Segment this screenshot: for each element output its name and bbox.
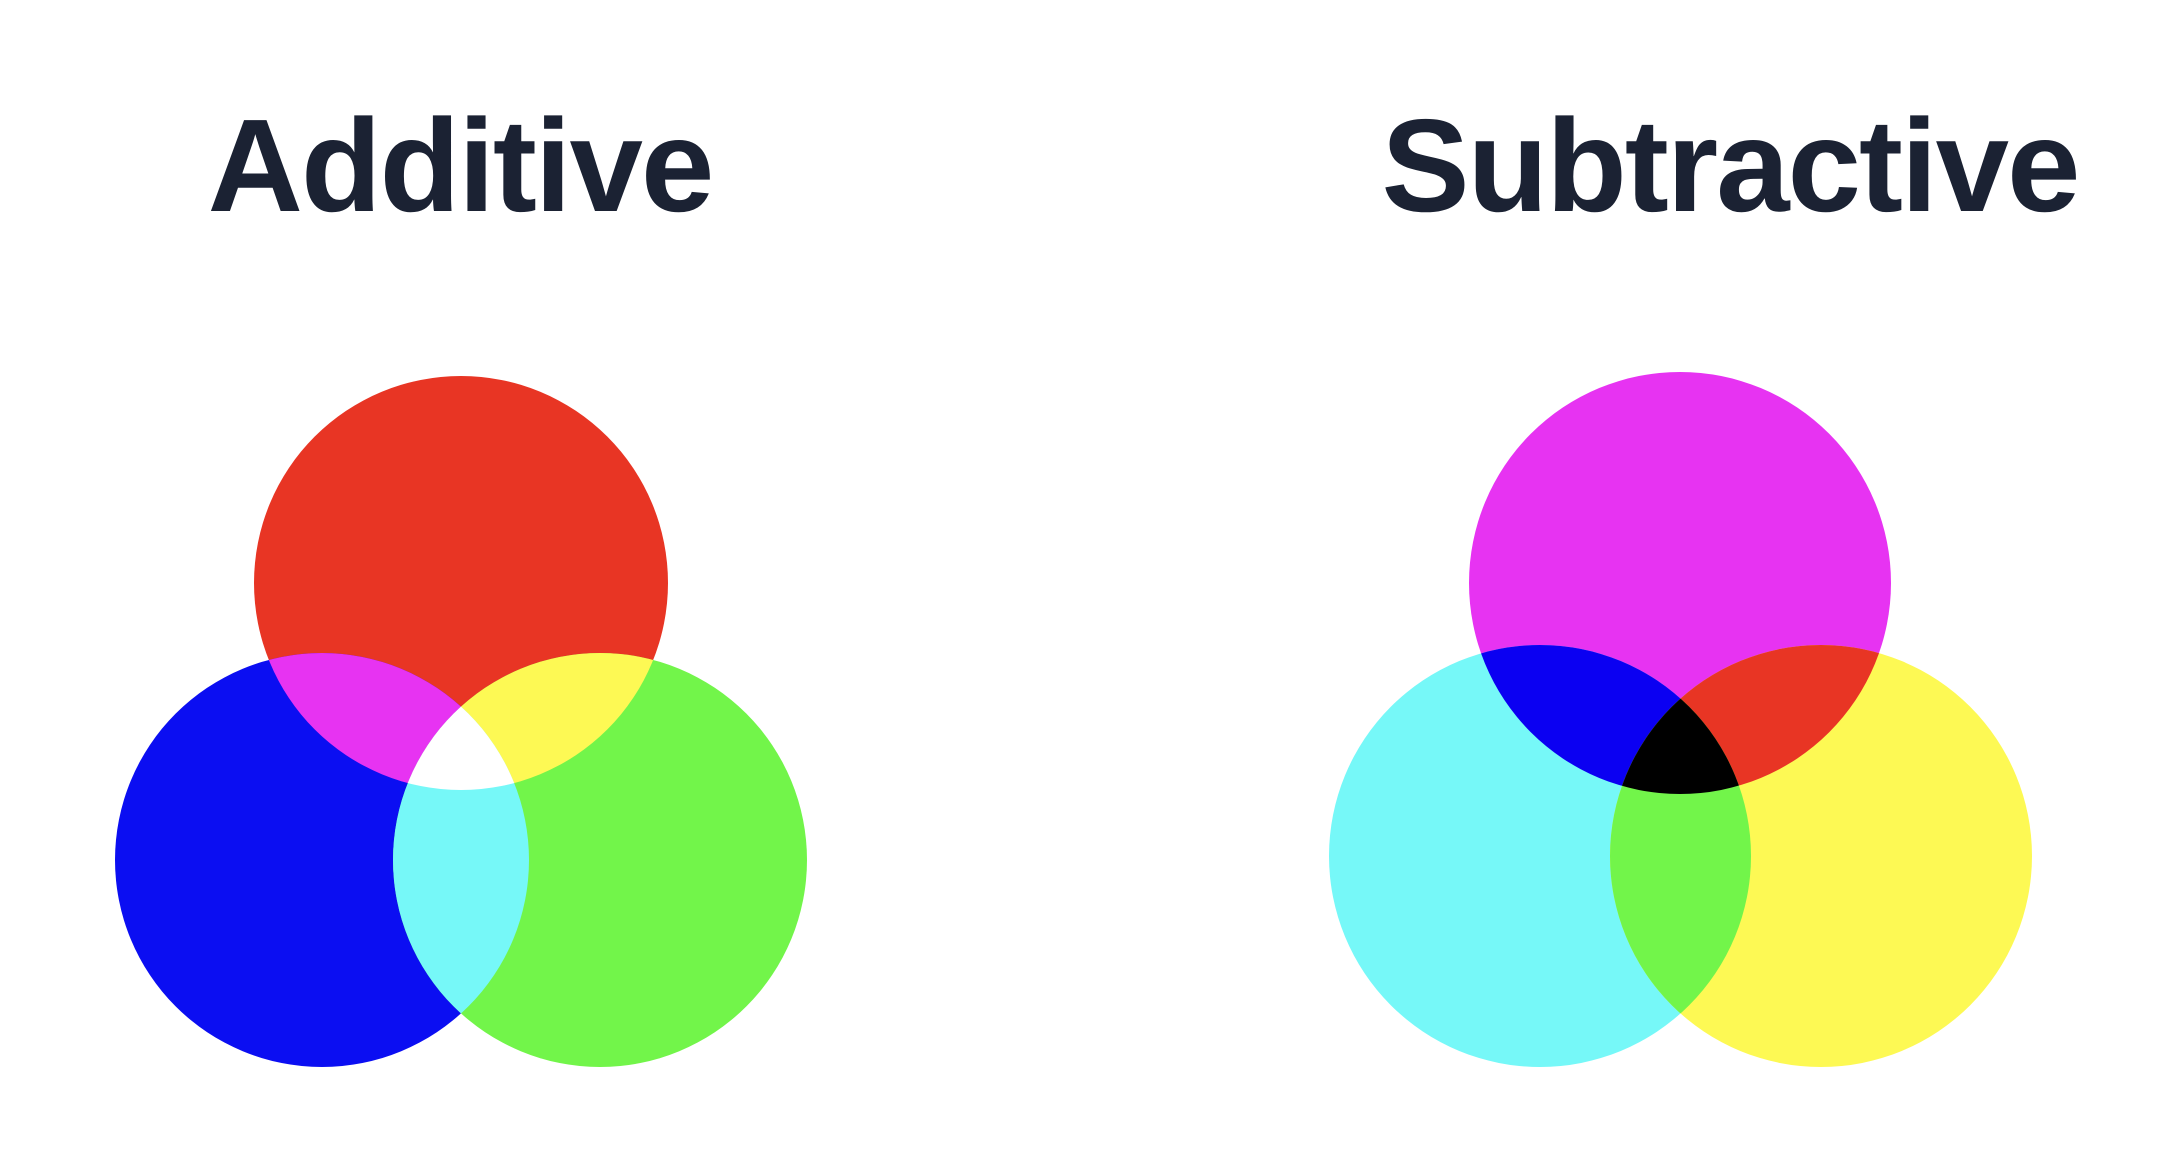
subtractive-title: Subtractive: [1381, 92, 2081, 239]
additive-title: Additive: [207, 92, 715, 239]
subtractive-venn-diagram: [1329, 372, 2032, 1067]
additive-center-overlap: [393, 653, 529, 790]
additive-panel: Additive: [115, 92, 807, 1067]
subtractive-panel: Subtractive: [1082, 0, 2164, 1166]
subtractive-center-overlap: [1610, 645, 1751, 794]
additive-venn-diagram: [115, 376, 807, 1067]
